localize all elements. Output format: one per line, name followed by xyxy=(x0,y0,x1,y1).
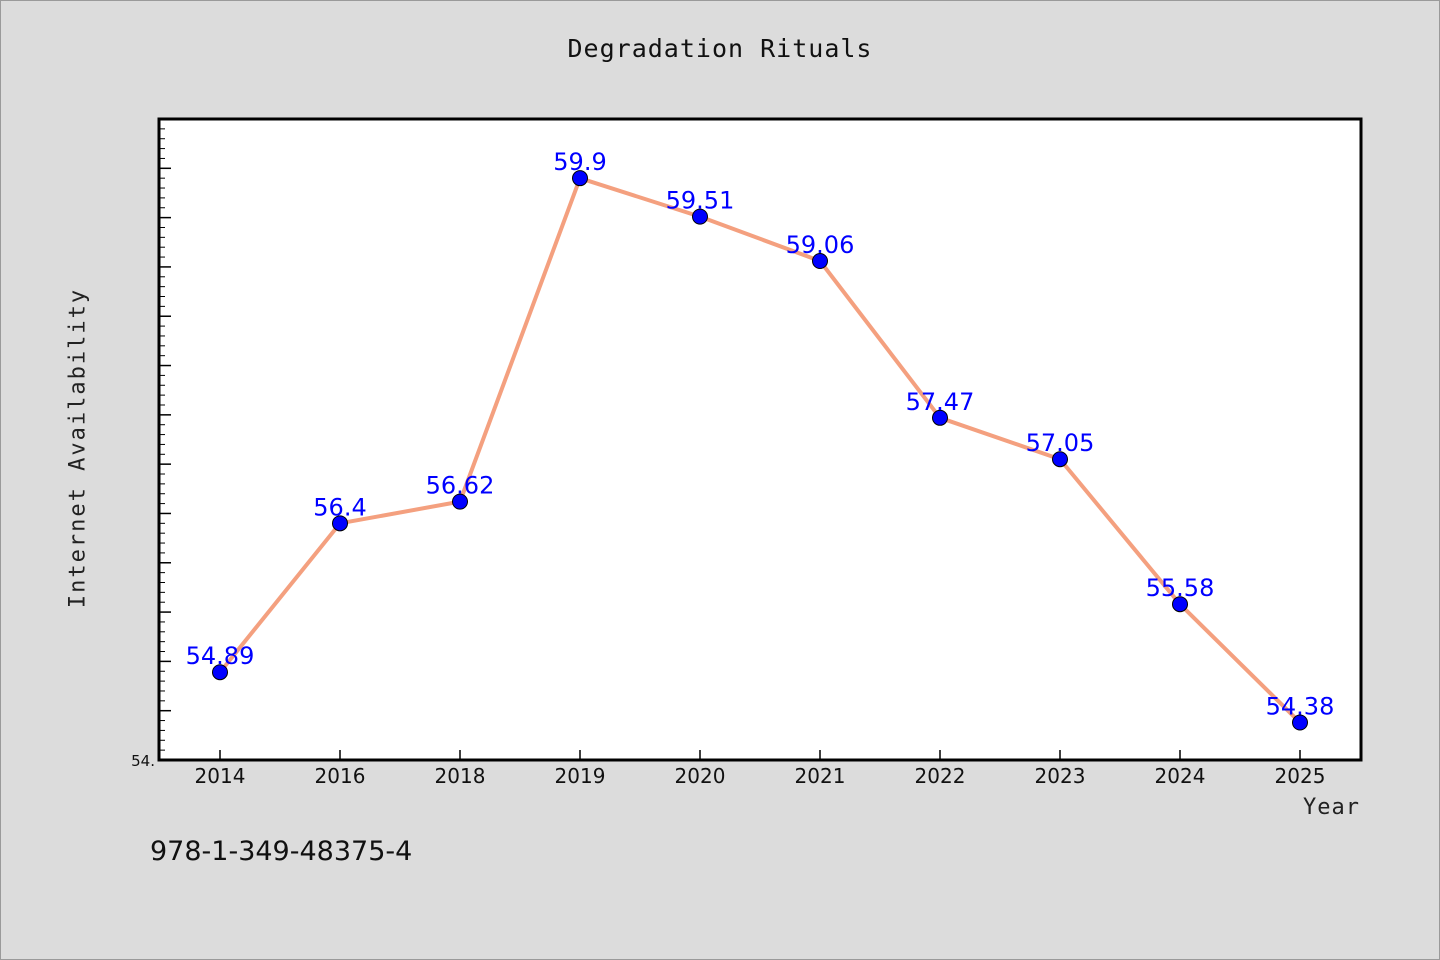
data-label: 57.05 xyxy=(1026,429,1095,457)
y-tick-label: 54. xyxy=(131,752,155,770)
x-axis-label: Year xyxy=(1303,795,1360,820)
x-tick-label: 2020 xyxy=(675,764,726,788)
data-label: 57.47 xyxy=(906,388,975,416)
x-tick-label: 2023 xyxy=(1035,764,1086,788)
x-tick-label: 2018 xyxy=(435,764,486,788)
chart-title: Degradation Rituals xyxy=(567,34,873,63)
data-point xyxy=(692,208,708,225)
plot-area xyxy=(157,117,1363,762)
data-label: 56.4 xyxy=(313,493,366,521)
isbn-text: 978-1-349-48375-4 xyxy=(150,836,413,867)
data-point xyxy=(932,409,948,426)
x-tick-label: 2022 xyxy=(915,764,966,788)
y-axis-ticks: 54. xyxy=(131,128,171,770)
data-label: 54.89 xyxy=(186,642,255,670)
data-point xyxy=(812,253,828,270)
data-point xyxy=(1052,451,1068,468)
x-tick-label: 2014 xyxy=(195,764,246,788)
x-tick-label: 2016 xyxy=(315,764,366,788)
data-point xyxy=(452,493,468,510)
data-point xyxy=(212,664,228,681)
data-label: 54.38 xyxy=(1266,693,1335,721)
data-point xyxy=(332,515,348,532)
data-point xyxy=(1292,714,1308,731)
x-tick-label: 2025 xyxy=(1275,764,1326,788)
data-label: 59.06 xyxy=(786,231,855,259)
data-label: 59.9 xyxy=(553,148,606,176)
data-label: 56.62 xyxy=(426,472,495,500)
data-labels: 54.89 56.4 56.62 59.9 59.51 59.06 57.47 57.05 55… xyxy=(186,148,1335,720)
data-point xyxy=(572,170,588,187)
x-tick-label: 2024 xyxy=(1155,764,1206,788)
x-tick-label: 2021 xyxy=(795,764,846,788)
x-axis-ticks: 2014 2016 2018 2019 2020 2021 2022 2023 2024 2025 xyxy=(195,750,1326,788)
data-point xyxy=(1172,596,1188,613)
series-line xyxy=(218,176,1302,724)
series-group xyxy=(212,170,1308,731)
data-label: 55.58 xyxy=(1146,574,1215,602)
x-tick-label: 2019 xyxy=(555,764,606,788)
data-label: 59.51 xyxy=(666,187,735,215)
